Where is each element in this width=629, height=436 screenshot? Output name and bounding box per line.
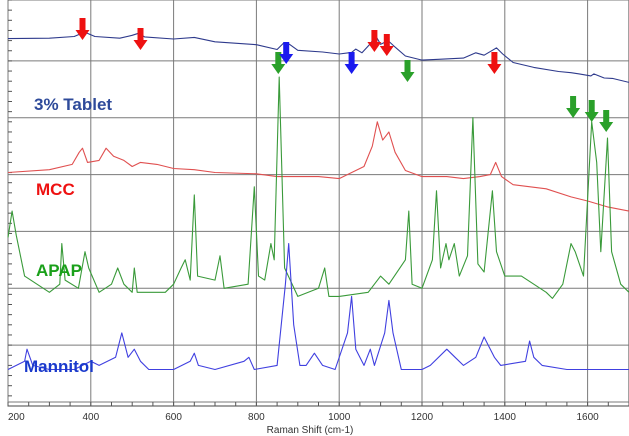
series-label-3-tablet: 3% Tablet (34, 95, 112, 114)
minor-ticks (7, 0, 629, 406)
plot-area (7, 0, 629, 407)
series-labels: 3% Tablet MCC APAP Mannitol (24, 95, 112, 376)
series-line-apap (7, 76, 629, 299)
peak-arrow-blue (279, 42, 294, 64)
peak-arrow-red (133, 28, 148, 50)
series-line-mannitol (7, 243, 629, 371)
peak-arrow-green (566, 96, 581, 118)
x-tick-label: 800 (248, 412, 265, 423)
peak-arrow-green (271, 52, 286, 74)
peak-arrow-red (367, 30, 382, 52)
peak-arrows (75, 18, 614, 132)
x-tick-label: 1000 (328, 412, 351, 423)
peak-arrow-red (75, 18, 90, 40)
peak-arrow-red (487, 52, 502, 74)
peak-arrow-green (584, 100, 599, 122)
peak-arrow-green (599, 110, 614, 132)
x-tick-label: 1400 (494, 412, 517, 423)
x-tick-label: 400 (82, 412, 99, 423)
series-label-apap: APAP (36, 261, 82, 280)
peak-arrow-blue (344, 52, 359, 74)
series-line-mcc (7, 121, 629, 212)
x-tick-label: 600 (165, 412, 182, 423)
series-label-mannitol: Mannitol (24, 357, 94, 376)
series-label-mcc: MCC (36, 180, 75, 199)
x-tick-label: 1200 (411, 412, 434, 423)
peak-arrow-green (400, 60, 415, 82)
x-tick-label: 200 (8, 412, 25, 423)
x-tick-label: 1600 (576, 412, 599, 423)
x-axis-ticks: 200 400 600 800 1000 1200 1400 1600 (8, 412, 599, 423)
x-axis-title: Raman Shift (cm-1) (267, 425, 354, 436)
peak-arrow-red (379, 34, 394, 56)
